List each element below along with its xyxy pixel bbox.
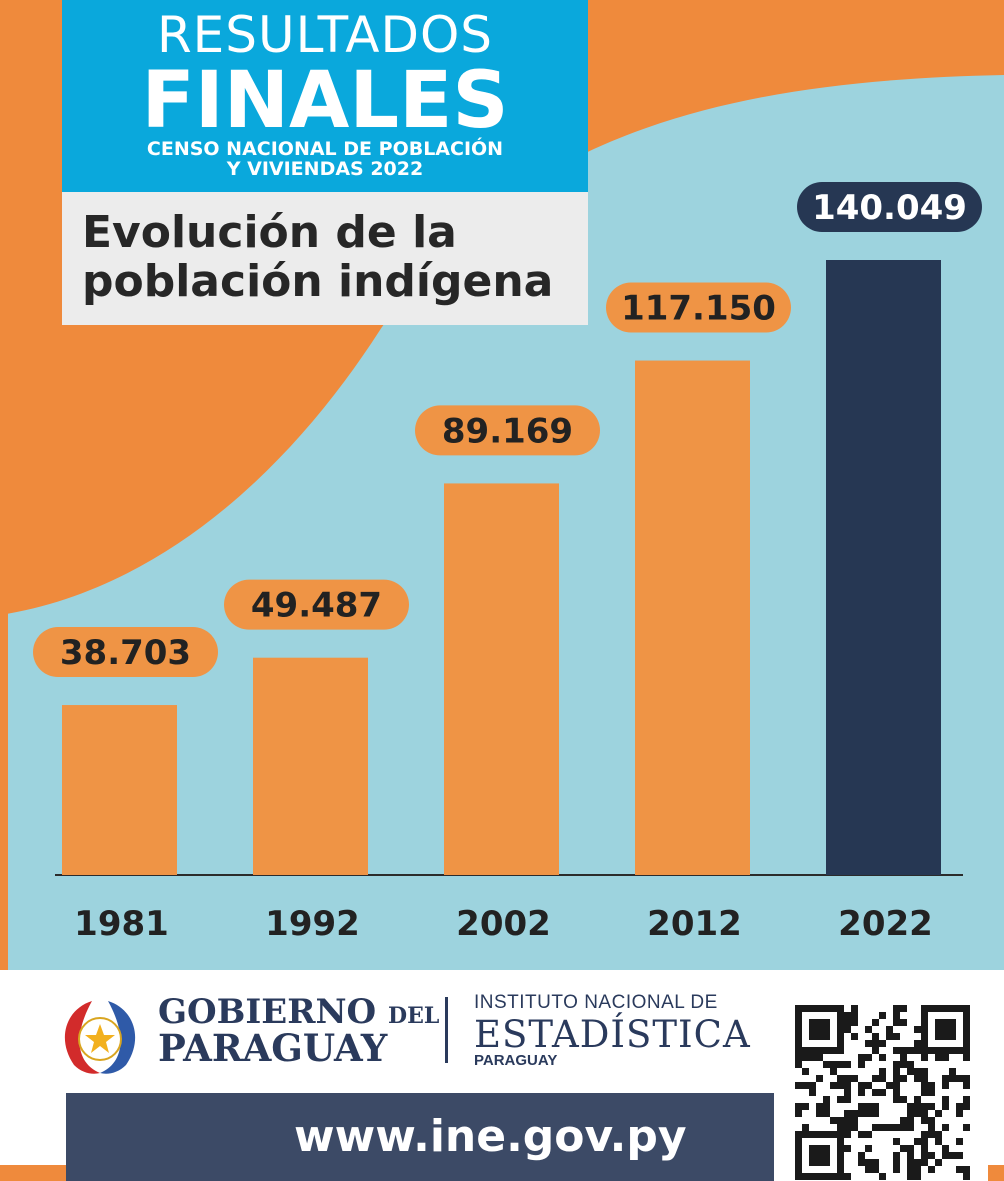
value-pill-2012 bbox=[606, 282, 791, 333]
value-label-2002: 89.169 bbox=[442, 411, 573, 451]
results-header: RESULTADOS FINALES CENSO NACIONAL DE POB… bbox=[62, 0, 588, 192]
value-label-2022: 140.049 bbox=[812, 188, 967, 228]
gov-name-line1: GOBIERNO DEL bbox=[158, 995, 439, 1029]
gov-name-line2: PARAGUAY bbox=[158, 1026, 388, 1070]
x-tick-1981: 1981 bbox=[74, 904, 169, 944]
ine-line3: PARAGUAY bbox=[474, 1052, 558, 1069]
gov-word: GOBIERNO bbox=[158, 992, 377, 1032]
orange-corner-right bbox=[988, 1165, 1004, 1181]
chart-title-line2: población indígena bbox=[82, 256, 554, 308]
value-pill-2022 bbox=[797, 182, 982, 232]
bar-1992 bbox=[253, 657, 368, 875]
bar-2012 bbox=[635, 360, 750, 875]
header-subtitle-a: CENSO NACIONAL DE POBLACIÓN bbox=[146, 138, 504, 160]
header-subtitle: CENSO NACIONAL DE POBLACIÓN Y VIVIENDAS … bbox=[62, 138, 588, 180]
url-bar: www.ine.gov.py bbox=[66, 1093, 774, 1181]
chart-title-box: Evolución de la población indígena bbox=[62, 192, 588, 325]
x-tick-2022: 2022 bbox=[838, 904, 933, 944]
gov-del: DEL bbox=[388, 1003, 440, 1029]
value-pill-1981 bbox=[33, 627, 218, 678]
value-pill-2002 bbox=[415, 405, 600, 456]
value-label-2012: 117.150 bbox=[621, 289, 776, 329]
bar-2002 bbox=[444, 483, 559, 875]
website-link[interactable]: www.ine.gov.py bbox=[294, 1111, 687, 1162]
government-seal-icon bbox=[64, 1001, 136, 1074]
orange-corner-left bbox=[0, 1165, 66, 1181]
header-line1: RESULTADOS bbox=[156, 6, 494, 64]
value-pill-1992 bbox=[224, 579, 409, 630]
qr-code-icon bbox=[795, 1005, 970, 1180]
chart-title-line1: Evolución de la bbox=[82, 207, 457, 258]
x-tick-2002: 2002 bbox=[456, 904, 551, 944]
x-tick-1992: 1992 bbox=[265, 904, 360, 944]
chart-title: Evolución de la población indígena bbox=[82, 208, 553, 307]
bar-chart: 38.703 1981 49.487 1992 89.169 2002 117.150 201… bbox=[33, 182, 982, 944]
ine-line2: ESTADÍSTICA bbox=[474, 1013, 751, 1056]
value-label-1981: 38.703 bbox=[60, 633, 191, 673]
x-tick-2012: 2012 bbox=[647, 904, 742, 944]
logo-divider bbox=[445, 997, 448, 1063]
bar-2022 bbox=[826, 260, 941, 875]
header-subtitle-b: Y VIVIENDAS 2022 bbox=[226, 157, 424, 180]
value-label-1992: 49.487 bbox=[251, 586, 382, 626]
header-line2: FINALES bbox=[141, 56, 509, 146]
bar-1981 bbox=[62, 705, 177, 875]
ine-line1: INSTITUTO NACIONAL DE bbox=[474, 992, 718, 1013]
